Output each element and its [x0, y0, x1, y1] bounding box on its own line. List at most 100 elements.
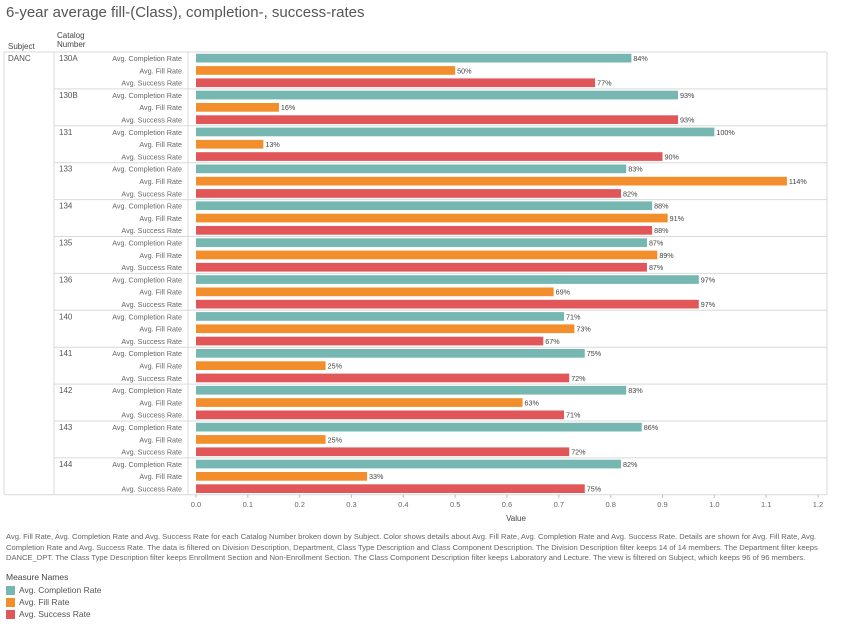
measure-label: Avg. Completion Rate [112, 423, 182, 432]
bar-fill [196, 176, 787, 186]
measure-label: Avg. Fill Rate [139, 214, 182, 223]
bar-success [196, 226, 653, 235]
bar-success [196, 410, 565, 420]
data-label: 97% [701, 300, 716, 309]
data-label: 25% [328, 362, 343, 371]
bar-fill [196, 398, 523, 407]
data-label: 33% [369, 472, 384, 481]
data-label: 83% [628, 165, 643, 174]
data-label: 67% [545, 337, 560, 346]
bar-completion [196, 127, 715, 137]
data-label: 87% [649, 263, 664, 272]
bar-completion [196, 385, 627, 395]
measure-label: Avg. Completion Rate [112, 239, 182, 248]
x-axis: 0.0 0.1 0.2 0.3 0.4 0.5 0.6 0.7 0.8 0.9 1.0 1.1 1.2 [191, 494, 823, 509]
measure-label: Avg. Fill Rate [139, 251, 182, 260]
measure-label: Avg. Success Rate [121, 79, 182, 88]
measure-label: Avg. Fill Rate [139, 66, 182, 75]
measure-label: Avg. Fill Rate [139, 288, 182, 297]
bar-fill [196, 472, 368, 481]
bar-success [196, 189, 622, 198]
legend-item-success[interactable]: Avg. Success Rate [6, 608, 102, 620]
bar-completion [196, 164, 627, 174]
x-tick-label: 0.6 [502, 500, 512, 509]
measure-label: Avg. Success Rate [121, 485, 182, 494]
legend-title: Measure Names [6, 572, 69, 582]
measure-label: Avg. Completion Rate [112, 312, 182, 321]
x-tick-label: 1.0 [709, 500, 719, 509]
bar-fill [196, 139, 264, 149]
catalog-label: 142 [59, 386, 73, 395]
subject-label: DANC [8, 54, 31, 63]
data-label: 73% [576, 325, 591, 334]
measure-label: Avg. Fill Rate [139, 325, 182, 334]
x-tick-label: 0.4 [398, 500, 408, 509]
legend-item-completion[interactable]: Avg. Completion Rate [6, 584, 102, 596]
measure-label: Avg. Fill Rate [139, 472, 182, 481]
measure-label: Avg. Fill Rate [139, 398, 182, 407]
data-label: 97% [701, 275, 716, 284]
catalog-label: 143 [59, 423, 73, 432]
measure-label: Avg. Success Rate [121, 189, 182, 198]
bar-fill [196, 324, 575, 334]
bar-fill [196, 361, 326, 370]
data-label: 75% [587, 485, 602, 494]
x-tick-label: 0.3 [346, 500, 356, 509]
data-label: 50% [457, 66, 472, 75]
catalog-label: 133 [59, 165, 73, 174]
measure-label: Avg. Completion Rate [112, 460, 182, 469]
measure-label: Avg. Completion Rate [112, 275, 182, 284]
bar-success [196, 484, 585, 493]
bar-completion [196, 53, 632, 63]
legend-label-fill: Avg. Fill Rate [19, 597, 70, 607]
catalog-label: 144 [59, 460, 73, 469]
measure-label: Avg. Success Rate [121, 226, 182, 235]
data-label: 89% [659, 251, 674, 260]
catalog-label: 134 [59, 202, 73, 211]
x-tick-label: 0.5 [450, 500, 460, 509]
catalog-label: 135 [59, 239, 73, 248]
catalog-label: 130B [59, 91, 78, 100]
x-tick-label: 1.1 [761, 500, 771, 509]
measure-label: Avg. Fill Rate [139, 140, 182, 149]
bar-fill [196, 250, 658, 260]
measure-label: Avg. Fill Rate [139, 435, 182, 444]
x-tick-label: 0.9 [657, 500, 667, 509]
data-label: 88% [654, 202, 669, 211]
x-tick-label: 0.7 [554, 500, 564, 509]
chart-title: 6-year average fill-(Class), completion-… [6, 4, 365, 21]
x-tick-label: 0.8 [605, 500, 615, 509]
measure-label: Avg. Fill Rate [139, 103, 182, 112]
measure-label: Avg. Completion Rate [112, 54, 182, 63]
measure-label: Avg. Completion Rate [112, 349, 182, 358]
data-label: 100% [716, 128, 735, 137]
legend-item-fill[interactable]: Avg. Fill Rate [6, 596, 102, 608]
legend-label-completion: Avg. Completion Rate [19, 585, 102, 595]
bar-completion [196, 349, 585, 358]
bar-completion [196, 90, 679, 100]
measure-label: Avg. Fill Rate [139, 177, 182, 186]
measure-label: Avg. Completion Rate [112, 202, 182, 211]
bar-completion [196, 422, 642, 432]
bar-fill [196, 213, 668, 223]
catalog-label: 140 [59, 312, 73, 321]
data-label: 88% [654, 226, 669, 235]
data-label: 71% [566, 411, 581, 420]
bar-completion [196, 238, 647, 247]
chart-caption: Avg. Fill Rate, Avg. Completion Rate and… [6, 532, 818, 562]
measure-label: Avg. Success Rate [121, 411, 182, 420]
data-label: 86% [644, 423, 659, 432]
bar-completion [196, 459, 622, 469]
legend-swatch-completion [6, 585, 15, 595]
x-axis-label: Value [506, 514, 526, 523]
data-label: 25% [328, 435, 343, 444]
measure-label: Avg. Completion Rate [112, 386, 182, 395]
data-label: 83% [628, 386, 643, 395]
data-label: 77% [597, 79, 612, 88]
measure-label: Avg. Success Rate [121, 448, 182, 457]
data-label: 93% [680, 91, 695, 100]
bar-fill [196, 287, 554, 297]
x-tick-label: 1.2 [813, 500, 823, 509]
catalog-label: 141 [59, 349, 73, 358]
data-label: 87% [649, 239, 664, 248]
